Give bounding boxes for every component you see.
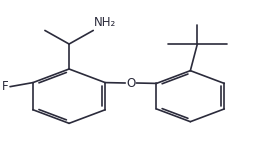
Text: O: O [126,77,135,89]
Text: NH₂: NH₂ [94,16,117,29]
Text: F: F [1,80,8,93]
